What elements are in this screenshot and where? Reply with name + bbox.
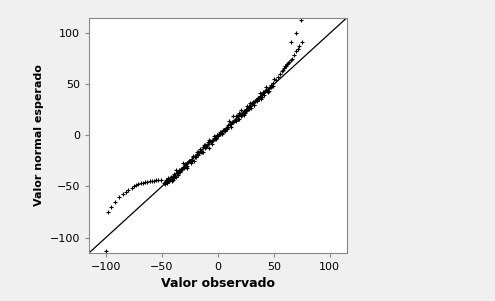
Y-axis label: Valor normal esperado: Valor normal esperado	[34, 64, 44, 206]
X-axis label: Valor observado: Valor observado	[161, 278, 275, 290]
